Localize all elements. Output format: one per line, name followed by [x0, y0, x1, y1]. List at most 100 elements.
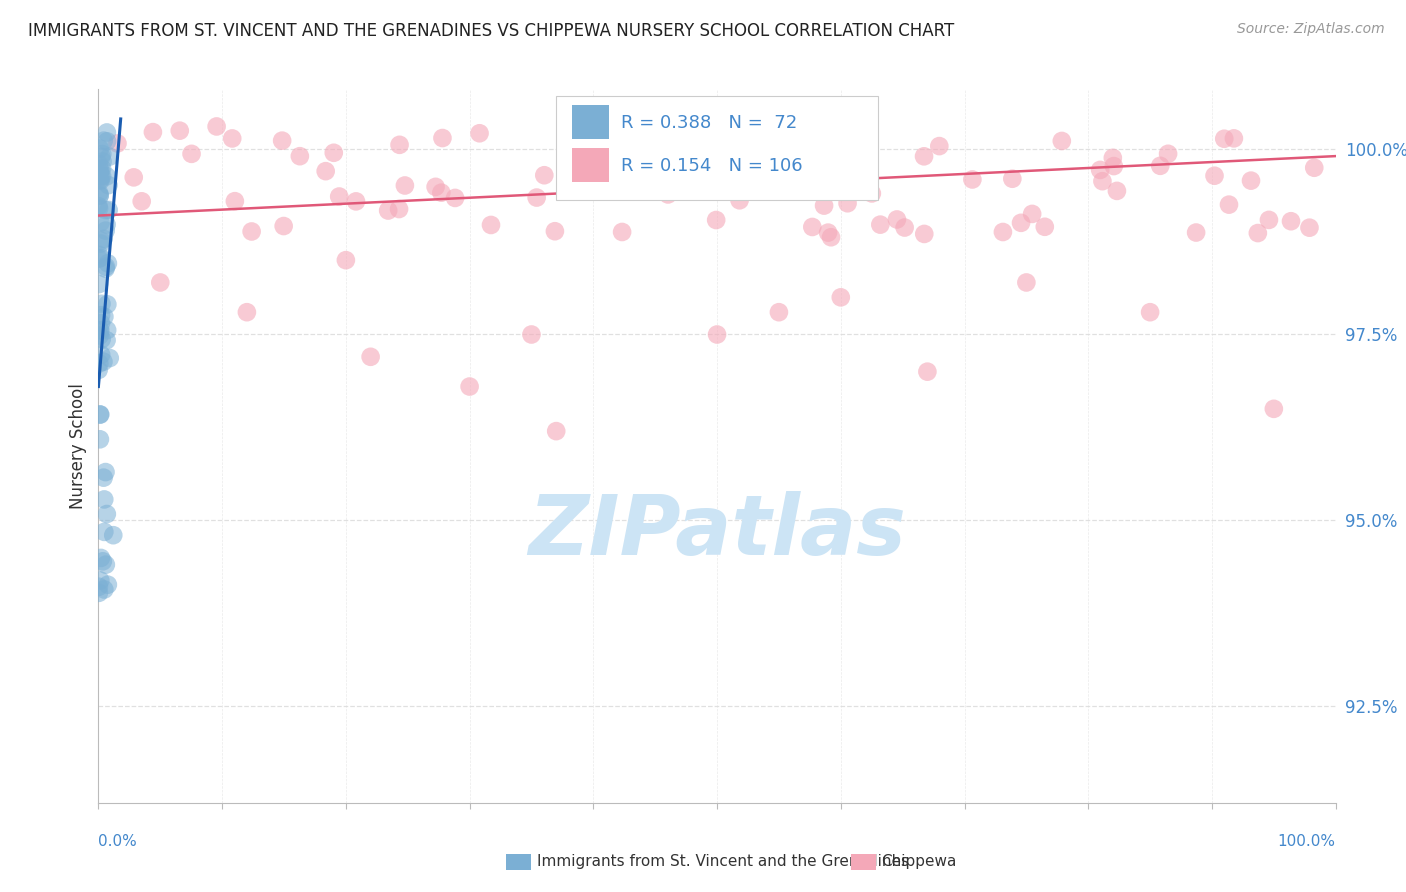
Point	[90, 332, 112, 346]
Point	[1033, 219, 1056, 234]
Point	[344, 194, 367, 209]
Point	[706, 327, 728, 342]
Point	[93, 492, 115, 507]
Point	[991, 225, 1014, 239]
Point	[962, 172, 984, 186]
Point	[90, 150, 112, 164]
Point	[91, 554, 114, 568]
Point	[377, 203, 399, 218]
Point	[98, 351, 121, 365]
Point	[1101, 151, 1123, 165]
Point	[1021, 207, 1043, 221]
Point	[97, 256, 120, 270]
Point	[917, 365, 939, 379]
Point	[322, 145, 344, 160]
Point	[96, 323, 118, 337]
Point	[830, 127, 852, 141]
Text: 0.0%: 0.0%	[98, 834, 138, 849]
Point	[468, 126, 491, 140]
Point	[90, 169, 112, 184]
Point	[91, 147, 114, 161]
Point	[869, 218, 891, 232]
Point	[1149, 159, 1171, 173]
Point	[149, 276, 172, 290]
Point	[89, 574, 111, 588]
Point	[546, 424, 568, 438]
Point	[928, 139, 950, 153]
Point	[89, 323, 111, 337]
Point	[94, 260, 117, 274]
Point	[1204, 169, 1226, 183]
Point	[131, 194, 153, 209]
Point	[554, 133, 576, 147]
Point	[87, 586, 110, 600]
Point	[458, 379, 481, 393]
Point	[98, 150, 121, 164]
Point	[643, 123, 665, 137]
Point	[432, 131, 454, 145]
Point	[94, 465, 117, 479]
Point	[728, 194, 751, 208]
Point	[93, 232, 115, 246]
Text: Source: ZipAtlas.com: Source: ZipAtlas.com	[1237, 22, 1385, 37]
Point	[90, 316, 112, 330]
Point	[1105, 184, 1128, 198]
Point	[1015, 276, 1038, 290]
Point	[96, 507, 118, 521]
Point	[813, 198, 835, 212]
Point	[444, 191, 467, 205]
Point	[425, 179, 447, 194]
Point	[89, 432, 111, 446]
Point	[360, 350, 382, 364]
Point	[87, 169, 110, 183]
Point	[93, 310, 115, 324]
Point	[704, 213, 727, 227]
Y-axis label: Nursery School: Nursery School	[69, 383, 87, 509]
Point	[801, 219, 824, 234]
Point	[205, 120, 228, 134]
Point	[87, 277, 110, 291]
Point	[328, 189, 350, 203]
Point	[1247, 226, 1270, 240]
Point	[526, 190, 548, 204]
Point	[89, 163, 111, 178]
Point	[479, 218, 502, 232]
Point	[89, 188, 111, 202]
Point	[90, 297, 112, 311]
Point	[96, 126, 118, 140]
Point	[394, 178, 416, 193]
Point	[1213, 132, 1236, 146]
Point	[1298, 220, 1320, 235]
Point	[90, 308, 112, 322]
Point	[90, 550, 112, 565]
Point	[1001, 171, 1024, 186]
Point	[122, 170, 145, 185]
Point	[388, 202, 411, 216]
Point	[335, 253, 357, 268]
Point	[430, 186, 453, 200]
Point	[288, 149, 311, 163]
Point	[912, 227, 935, 241]
Text: Immigrants from St. Vincent and the Grenadines: Immigrants from St. Vincent and the Gren…	[537, 855, 910, 869]
Point	[652, 137, 675, 152]
Point	[1218, 197, 1240, 211]
Point	[745, 121, 768, 136]
Point	[89, 174, 111, 188]
Point	[830, 290, 852, 304]
Point	[89, 188, 111, 202]
Point	[87, 363, 110, 377]
Point	[97, 178, 120, 193]
Point	[89, 251, 111, 265]
Point	[96, 134, 118, 148]
Point	[636, 170, 658, 185]
Point	[1303, 161, 1326, 175]
Point	[89, 142, 111, 156]
Bar	[572, 105, 609, 139]
Point	[89, 173, 111, 187]
Point	[91, 154, 114, 169]
Point	[89, 328, 111, 343]
Text: IMMIGRANTS FROM ST. VINCENT AND THE GRENADINES VS CHIPPEWA NURSERY SCHOOL CORREL: IMMIGRANTS FROM ST. VINCENT AND THE GREN…	[28, 22, 955, 40]
Text: R = 0.154   N = 106: R = 0.154 N = 106	[620, 157, 803, 175]
Bar	[572, 148, 609, 182]
Point	[96, 297, 118, 311]
